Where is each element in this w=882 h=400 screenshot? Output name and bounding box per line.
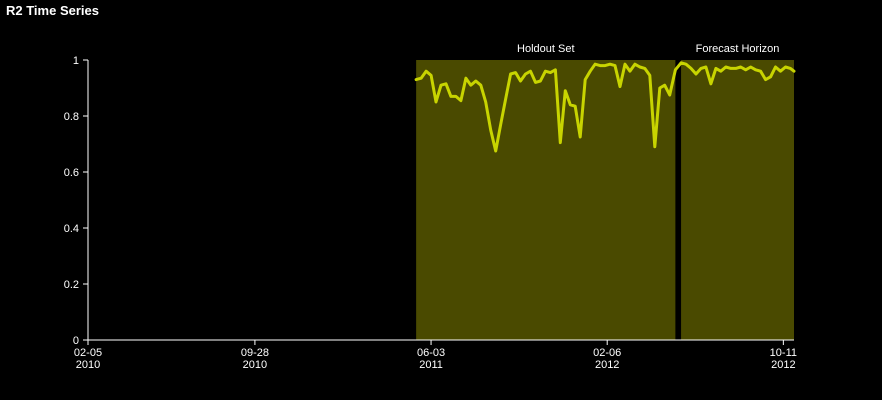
labels-layer: Holdout Set Forecast Horizon [517,43,779,55]
bands-layer [416,60,794,340]
axes-layer: 0 0.2 0.4 0.6 0.8 1 02-05 2010 09-28 2010 06-03 201… [64,55,797,371]
x-tick-label-4: 10-11 2012 [770,347,797,371]
band-label-1: Forecast Horizon [696,43,780,55]
y-tick-label-3: 0.6 [64,167,79,179]
y-tick-label-5: 1 [73,55,79,67]
series-line-0 [414,61,796,153]
x-tick-label-3: 02-06 2012 [593,347,621,371]
x-tick-label-0: 02-05 2010 [74,347,102,371]
y-tick-label-0: 0 [73,335,79,347]
y-tick-label-4: 0.8 [64,111,79,123]
x-tick-label-2: 06-03 2011 [417,347,445,371]
chart-title: R2 Time Series [6,3,99,18]
band-1 [681,60,794,340]
series-layer [414,61,796,153]
x-tick-label-1: 09-28 2010 [241,347,269,371]
y-tick-label-1: 0.2 [64,279,79,291]
band-0 [416,60,676,340]
y-tick-label-2: 0.4 [64,223,79,235]
band-label-0: Holdout Set [517,43,574,55]
